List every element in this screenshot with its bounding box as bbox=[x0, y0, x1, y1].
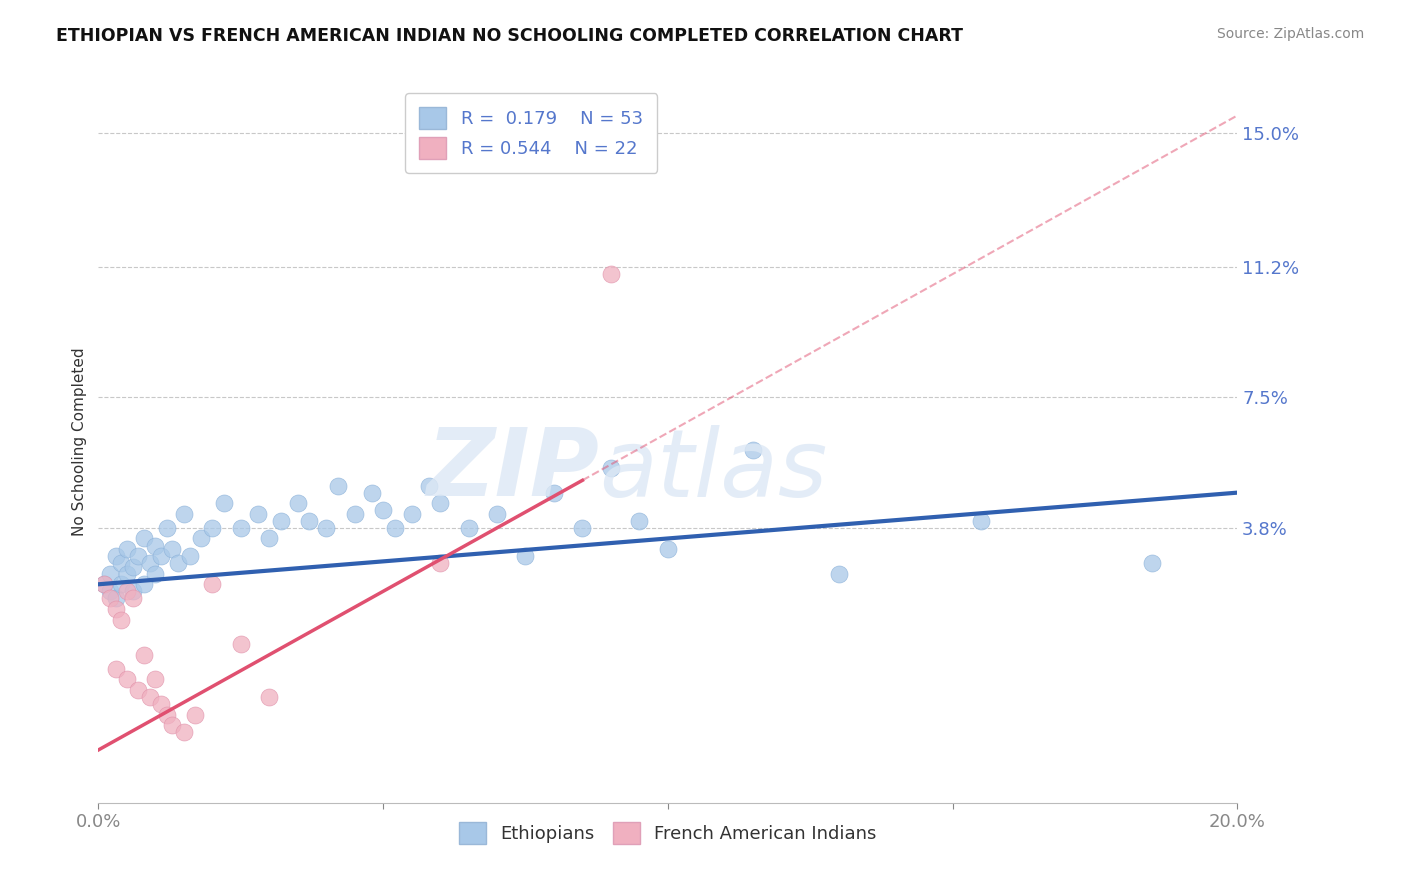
Point bbox=[127, 549, 149, 563]
Point bbox=[145, 566, 167, 581]
Point bbox=[104, 662, 127, 676]
Text: atlas: atlas bbox=[599, 425, 828, 516]
Point bbox=[246, 507, 269, 521]
Point bbox=[201, 577, 224, 591]
Point bbox=[173, 507, 195, 521]
Point bbox=[600, 267, 623, 281]
Point bbox=[110, 556, 132, 570]
Point bbox=[229, 521, 252, 535]
Point bbox=[259, 532, 281, 546]
Point bbox=[121, 559, 143, 574]
Point bbox=[970, 514, 993, 528]
Point bbox=[162, 542, 184, 557]
Legend: Ethiopians, French American Indians: Ethiopians, French American Indians bbox=[444, 808, 891, 859]
Point bbox=[98, 591, 121, 606]
Point bbox=[121, 591, 143, 606]
Text: ZIP: ZIP bbox=[426, 425, 599, 516]
Point bbox=[104, 549, 127, 563]
Point bbox=[628, 514, 651, 528]
Point bbox=[326, 478, 349, 492]
Point bbox=[229, 637, 252, 651]
Point bbox=[162, 718, 184, 732]
Point bbox=[138, 690, 160, 704]
Point bbox=[828, 566, 851, 581]
Point bbox=[184, 707, 207, 722]
Point bbox=[515, 549, 537, 563]
Point bbox=[486, 507, 509, 521]
Text: ETHIOPIAN VS FRENCH AMERICAN INDIAN NO SCHOOLING COMPLETED CORRELATION CHART: ETHIOPIAN VS FRENCH AMERICAN INDIAN NO S… bbox=[56, 27, 963, 45]
Y-axis label: No Schooling Completed: No Schooling Completed bbox=[72, 347, 87, 536]
Point bbox=[132, 577, 155, 591]
Point bbox=[93, 577, 115, 591]
Point bbox=[298, 514, 321, 528]
Point bbox=[138, 556, 160, 570]
Point bbox=[343, 507, 366, 521]
Point bbox=[98, 584, 121, 599]
Point bbox=[110, 577, 132, 591]
Point bbox=[384, 521, 406, 535]
Point bbox=[145, 673, 167, 687]
Point bbox=[150, 549, 173, 563]
Point bbox=[457, 521, 479, 535]
Text: Source: ZipAtlas.com: Source: ZipAtlas.com bbox=[1216, 27, 1364, 41]
Point bbox=[173, 725, 195, 739]
Point bbox=[115, 566, 138, 581]
Point bbox=[373, 503, 395, 517]
Point bbox=[115, 584, 138, 599]
Point bbox=[418, 478, 440, 492]
Point bbox=[156, 521, 179, 535]
Point bbox=[150, 697, 173, 711]
Point bbox=[259, 690, 281, 704]
Point bbox=[121, 584, 143, 599]
Point bbox=[600, 461, 623, 475]
Point bbox=[156, 707, 179, 722]
Point bbox=[179, 549, 201, 563]
Point bbox=[360, 485, 382, 500]
Point bbox=[742, 443, 765, 458]
Point bbox=[104, 591, 127, 606]
Point bbox=[132, 532, 155, 546]
Point bbox=[93, 577, 115, 591]
Point bbox=[115, 673, 138, 687]
Point bbox=[429, 556, 451, 570]
Point bbox=[127, 683, 149, 698]
Point bbox=[1140, 556, 1163, 570]
Point bbox=[401, 507, 423, 521]
Point bbox=[201, 521, 224, 535]
Point bbox=[104, 602, 127, 616]
Point bbox=[145, 539, 167, 553]
Point bbox=[115, 542, 138, 557]
Point bbox=[132, 648, 155, 662]
Point bbox=[287, 496, 309, 510]
Point bbox=[212, 496, 235, 510]
Point bbox=[190, 532, 212, 546]
Point bbox=[167, 556, 190, 570]
Point bbox=[543, 485, 565, 500]
Point bbox=[270, 514, 292, 528]
Point bbox=[429, 496, 451, 510]
Point bbox=[657, 542, 679, 557]
Point bbox=[98, 566, 121, 581]
Point bbox=[110, 613, 132, 627]
Point bbox=[571, 521, 593, 535]
Point bbox=[315, 521, 337, 535]
